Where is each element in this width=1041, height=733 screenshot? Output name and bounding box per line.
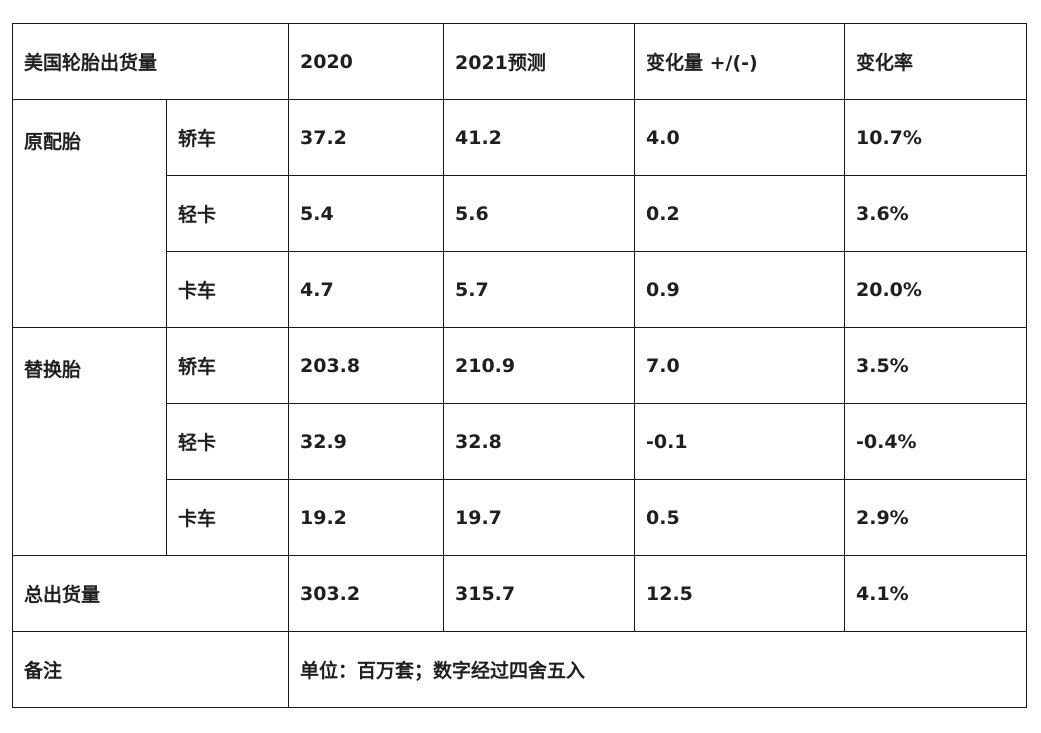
header-change: 变化量 +/(-): [634, 23, 845, 100]
value-change: 0.2: [634, 175, 845, 252]
value-change: 0.5: [634, 479, 845, 556]
group-label-oe: 原配胎: [12, 99, 167, 328]
note-label: 备注: [12, 631, 289, 708]
value-change: 0.9: [634, 251, 845, 328]
value-change: -0.1: [634, 403, 845, 480]
value-rate: 20.0%: [844, 251, 1027, 328]
header-row: 美国轮胎出货量 2020 2021预测 变化量 +/(-) 变化率: [12, 23, 1027, 100]
value-2020: 32.9: [288, 403, 444, 480]
value-2021: 41.2: [443, 99, 635, 176]
value-2021: 19.7: [443, 479, 635, 556]
value-2020: 4.7: [288, 251, 444, 328]
value-rate: 3.5%: [844, 327, 1027, 404]
value-change: 4.0: [634, 99, 845, 176]
value-2020: 37.2: [288, 99, 444, 176]
total-change: 12.5: [634, 555, 845, 632]
value-2020: 203.8: [288, 327, 444, 404]
table-row: 轻卡 32.9 32.8 -0.1 -0.4%: [13, 403, 1027, 480]
total-rate: 4.1%: [844, 555, 1027, 632]
table-row: 替换胎 轿车 203.8 210.9 7.0 3.5%: [12, 327, 1027, 556]
total-label: 总出货量: [12, 555, 289, 632]
tire-shipment-table: 美国轮胎出货量 2020 2021预测 变化量 +/(-) 变化率 原配胎 轿车…: [12, 23, 1027, 708]
value-2021: 5.6: [443, 175, 635, 252]
value-change: 7.0: [634, 327, 845, 404]
value-rate: -0.4%: [844, 403, 1027, 480]
value-rate: 10.7%: [844, 99, 1027, 176]
value-2021: 5.7: [443, 251, 635, 328]
note-text: 单位：百万套；数字经过四舍五入: [288, 631, 1027, 708]
note-row: 备注 单位：百万套；数字经过四舍五入: [12, 631, 1027, 708]
header-2020: 2020: [288, 23, 444, 100]
total-row: 总出货量 303.2 315.7 12.5 4.1%: [12, 555, 1027, 632]
table-row: 卡车 4.7 5.7 0.9 20.0%: [13, 251, 1027, 328]
value-2021: 210.9: [443, 327, 635, 404]
vehicle-type: 轿车: [166, 327, 289, 404]
value-rate: 3.6%: [844, 175, 1027, 252]
vehicle-type: 卡车: [166, 251, 289, 328]
group-label-replacement: 替换胎: [12, 327, 167, 556]
vehicle-type: 轿车: [166, 99, 289, 176]
header-change-rate: 变化率: [844, 23, 1027, 100]
vehicle-type: 卡车: [166, 479, 289, 556]
vehicle-type: 轻卡: [166, 403, 289, 480]
value-2021: 32.8: [443, 403, 635, 480]
table-row: 原配胎 轿车 37.2 41.2 4.0 10.7%: [12, 99, 1027, 328]
table-row: 卡车 19.2 19.7 0.5 2.9%: [13, 479, 1027, 556]
total-2020: 303.2: [288, 555, 444, 632]
table-title: 美国轮胎出货量: [12, 23, 289, 100]
vehicle-type: 轻卡: [166, 175, 289, 252]
value-2020: 5.4: [288, 175, 444, 252]
table-row: 轻卡 5.4 5.6 0.2 3.6%: [13, 175, 1027, 252]
header-2021-forecast: 2021预测: [443, 23, 635, 100]
value-2020: 19.2: [288, 479, 444, 556]
value-rate: 2.9%: [844, 479, 1027, 556]
total-2021: 315.7: [443, 555, 635, 632]
